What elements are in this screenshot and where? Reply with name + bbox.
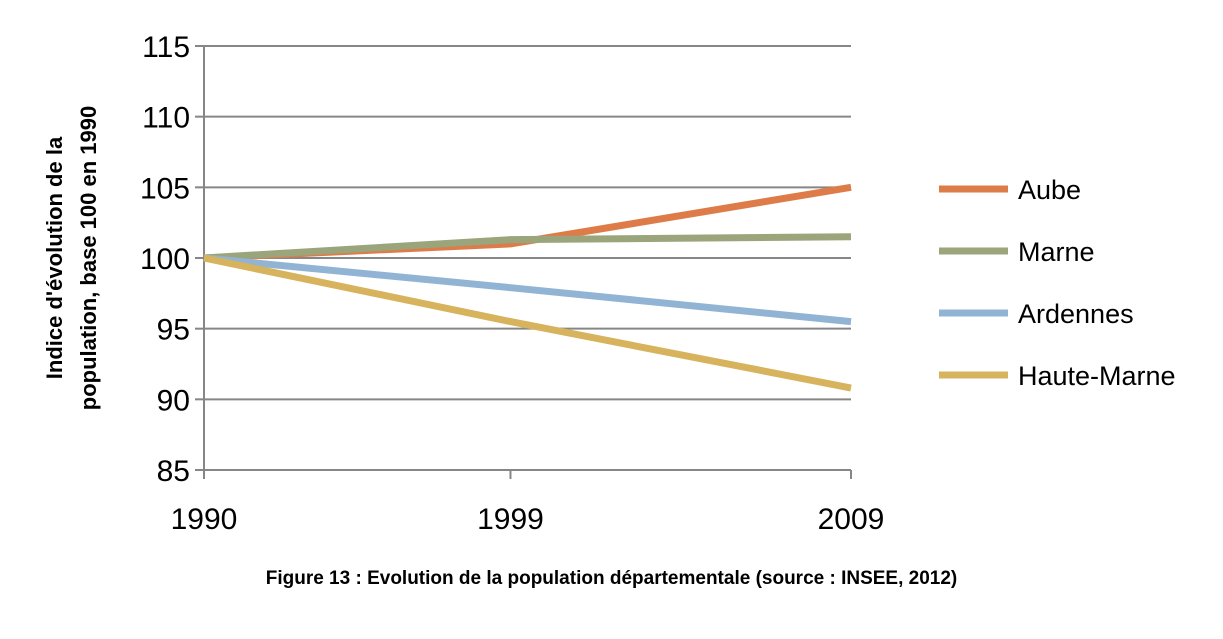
axes [195,45,852,479]
gridlines [204,45,851,401]
y-axis-title-line2: population, base 100 en 1990 [76,106,101,410]
y-tick-label: 110 [142,102,190,135]
y-tick-label: 85 [157,455,190,488]
y-tick-label: 105 [140,172,190,205]
y-axis-title-line1: Indice d'évolution de la [42,136,67,379]
y-tick-label: 100 [140,243,190,276]
y-tick-label: 115 [142,31,190,64]
legend-label: Marne [1018,237,1095,267]
legend-label: Haute-Marne [1018,361,1176,391]
line-chart: 85 90 95 100 105 110 115 1990 1999 2009 Aube Marn… [42,31,1176,536]
y-tick-label: 95 [157,314,190,347]
series-line-haute-marne [203,254,852,392]
figure-caption: Figure 13 : Evolution de la population d… [265,568,958,589]
y-tick-label: 90 [157,384,190,417]
legend-label: Aube [1018,175,1081,205]
y-axis-title: Indice d'évolution de la population, bas… [42,106,101,410]
x-tick-label: 2009 [818,503,885,536]
series-lines [203,183,852,392]
series-line-marne [203,233,852,262]
y-tick-labels: 85 90 95 100 105 110 115 [140,31,190,488]
series-line-ardennes [203,254,852,326]
legend: Aube Marne Ardennes Haute-Marne [939,175,1176,391]
series-line-aube [203,183,852,262]
x-tick-labels: 1990 1999 2009 [171,503,885,536]
x-tick-label: 1999 [477,503,544,536]
x-tick-label: 1990 [171,503,238,536]
legend-label: Ardennes [1018,299,1134,329]
